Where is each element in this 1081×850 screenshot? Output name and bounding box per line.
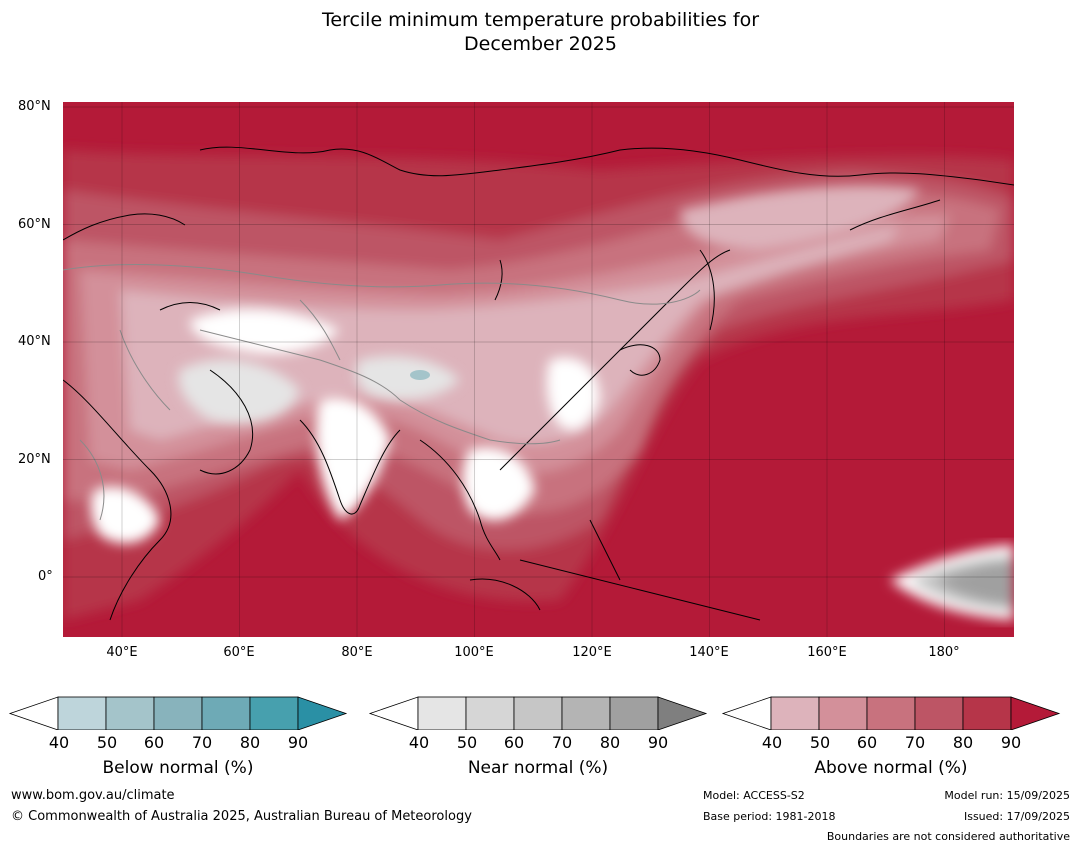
colorbar-tick: 80 (239, 733, 261, 752)
coastlines (63, 146, 1014, 621)
patch-east-siberia (680, 186, 920, 250)
title-line-1: Tercile minimum temperature probabilitie… (321, 9, 760, 31)
near-normal-patches (90, 186, 920, 544)
lon-label-120e: 120°E (572, 645, 612, 660)
pacific-near-normal (890, 545, 1014, 620)
colorbar-below-title: Below normal (%) (102, 758, 254, 778)
colorbar-tick: 60 (503, 733, 525, 752)
colorbar-tick: 60 (143, 733, 165, 752)
colorbar-segment (513, 696, 563, 730)
colorbar-over-triangle (1010, 696, 1061, 730)
colorbar-near (368, 696, 708, 730)
colorbar-segment (153, 696, 203, 730)
country-borders (63, 264, 701, 521)
map-field (63, 102, 1014, 637)
colorbar-segment (465, 696, 515, 730)
lon-label-80e: 80°E (341, 645, 373, 660)
patch-central-asia (190, 309, 340, 354)
footer-disclaimer: Boundaries are not considered authoritat… (826, 830, 1070, 843)
colorbar-above-title: Above normal (%) (814, 758, 968, 778)
colorbar-segment (818, 696, 868, 730)
chart-title: Tercile minimum temperature probabilitie… (0, 8, 1081, 56)
patch-west-asia (178, 359, 300, 424)
patch-india (316, 397, 390, 520)
lat-label-0: 0° (38, 569, 53, 584)
colorbar-tick: 70 (904, 733, 926, 752)
colorbar-tick: 90 (1000, 733, 1022, 752)
colorbar-tick: 60 (856, 733, 878, 752)
footer-issued: Issued: 17/09/2025 (963, 810, 1070, 823)
colorbar-segment (962, 696, 1012, 730)
colorbar-segment (105, 696, 155, 730)
lat-label-80n: 80°N (18, 99, 51, 114)
colorbar-segment (57, 696, 107, 730)
colorbar-segment (249, 696, 299, 730)
footer-website: www.bom.gov.au/climate (11, 788, 175, 803)
patch-tibet (355, 356, 460, 400)
lat-label-40n: 40°N (18, 334, 51, 349)
title-line-2: December 2025 (464, 33, 617, 55)
colorbar-tick: 90 (647, 733, 669, 752)
colorbar-segment (201, 696, 251, 730)
colorbar-tick: 40 (761, 733, 783, 752)
colorbar-tick: 40 (408, 733, 430, 752)
colorbar-above (721, 696, 1061, 730)
colorbar-segment (417, 696, 467, 730)
lat-label-60n: 60°N (18, 217, 51, 232)
colorbar-segment (609, 696, 659, 730)
graticule (63, 102, 1014, 637)
lon-label-60e: 60°E (223, 645, 255, 660)
footer-base-period: Base period: 1981-2018 (703, 810, 836, 823)
colorbar-tick: 90 (287, 733, 309, 752)
colorbar-over-triangle (657, 696, 708, 730)
patch-china-coast (546, 357, 600, 431)
colorbar-over-triangle (297, 696, 348, 730)
below-normal-patch (410, 370, 430, 380)
lon-label-180: 180° (928, 645, 960, 660)
patch-indochina (462, 447, 535, 521)
lon-label-40e: 40°E (106, 645, 138, 660)
colorbar-near-title: Near normal (%) (467, 758, 609, 778)
footer-model: Model: ACCESS-S2 (703, 789, 805, 802)
lon-label-160e: 160°E (807, 645, 847, 660)
colorbar-tick: 80 (599, 733, 621, 752)
colorbar-tick: 80 (952, 733, 974, 752)
colorbar-under-triangle (368, 696, 419, 730)
lat-label-20n: 20°N (18, 452, 51, 467)
colorbar-tick: 50 (809, 733, 831, 752)
field-band-40 (120, 225, 900, 444)
colorbars (8, 696, 1061, 730)
colorbar-segment (914, 696, 964, 730)
lon-label-140e: 140°E (689, 645, 729, 660)
colorbar-under-triangle (721, 696, 772, 730)
footer-model-run: Model run: 15/09/2025 (944, 789, 1070, 802)
footer-copyright: © Commonwealth of Australia 2025, Austra… (11, 809, 472, 824)
colorbar-tick: 50 (96, 733, 118, 752)
colorbar-segment (866, 696, 916, 730)
colorbar-segment (561, 696, 611, 730)
patch-horn-africa (90, 486, 160, 544)
colorbar-segment (770, 696, 820, 730)
lon-label-100e: 100°E (454, 645, 494, 660)
colorbar-tick: 70 (191, 733, 213, 752)
colorbar-below (8, 696, 348, 730)
colorbar-tick: 50 (456, 733, 478, 752)
colorbar-tick: 40 (48, 733, 70, 752)
colorbar-under-triangle (8, 696, 59, 730)
colorbar-tick: 70 (551, 733, 573, 752)
